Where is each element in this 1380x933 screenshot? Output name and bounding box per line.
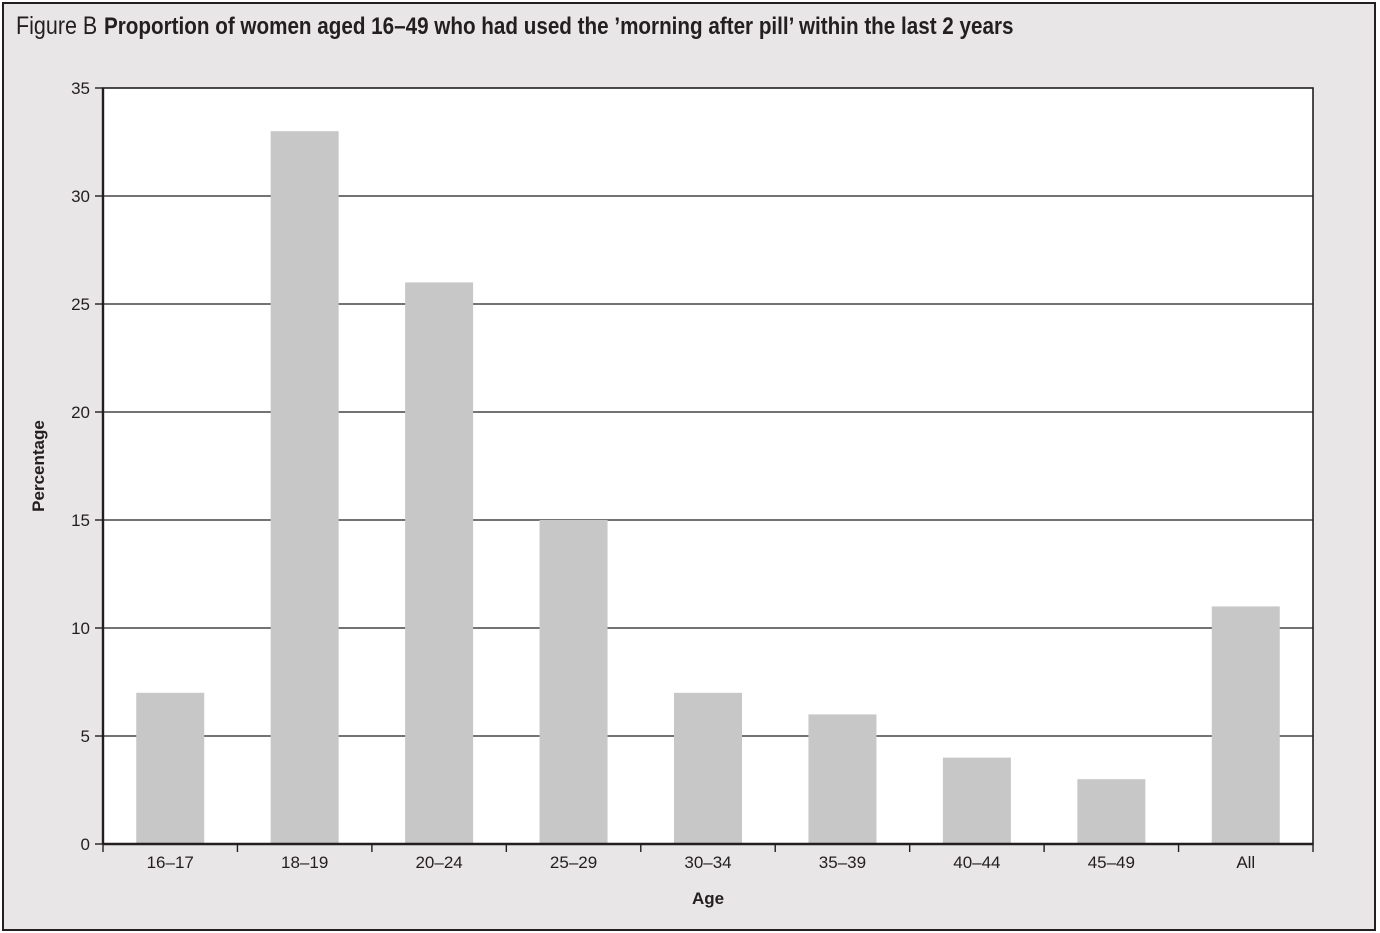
x-tick-label: 18–19 bbox=[281, 853, 328, 872]
bar-20–24 bbox=[405, 282, 474, 844]
figure-title: Proportion of women aged 16–49 who had u… bbox=[104, 13, 1014, 40]
y-tick-label: 15 bbox=[71, 511, 90, 530]
bar-25–29 bbox=[539, 520, 608, 844]
x-tick-label: 45–49 bbox=[1088, 853, 1135, 872]
x-axis-title: Age bbox=[692, 889, 724, 908]
x-tick-label: 30–34 bbox=[684, 853, 731, 872]
y-tick-label: 25 bbox=[71, 295, 90, 314]
bar-16–17 bbox=[136, 692, 205, 844]
bar-40–44 bbox=[942, 757, 1011, 844]
x-tick-label: All bbox=[1236, 853, 1255, 872]
bar-18–19 bbox=[270, 131, 339, 844]
bar-35–39 bbox=[808, 714, 877, 844]
y-tick-label: 0 bbox=[81, 835, 90, 854]
y-axis-title: Percentage bbox=[29, 420, 48, 512]
x-tick-label: 25–29 bbox=[550, 853, 597, 872]
figure-label: Figure B bbox=[16, 12, 98, 40]
x-tick-label: 35–39 bbox=[819, 853, 866, 872]
x-axis-ticks: 16–17 18–19 20–24 25–29 30–34 35–39 40–44 45–49… bbox=[102, 844, 1314, 872]
x-tick-label: 16–17 bbox=[147, 853, 194, 872]
y-tick-label: 35 bbox=[71, 79, 90, 98]
y-tick-label: 5 bbox=[81, 727, 90, 746]
bar-30–34 bbox=[674, 692, 742, 844]
bars bbox=[136, 131, 1280, 844]
y-tick-label: 20 bbox=[71, 403, 90, 422]
y-tick-label: 10 bbox=[71, 619, 90, 638]
x-tick-label: 40–44 bbox=[953, 853, 1000, 872]
bar-45–49 bbox=[1077, 779, 1146, 844]
figure-header: Figure B Proportion of women aged 16–49 … bbox=[16, 12, 1162, 41]
y-tick-label: 30 bbox=[71, 187, 90, 206]
x-tick-label: 20–24 bbox=[415, 853, 462, 872]
y-axis-ticks: 0 5 10 15 20 25 30 35 bbox=[71, 79, 103, 854]
axes bbox=[101, 87, 1314, 846]
bar-All bbox=[1211, 606, 1280, 844]
